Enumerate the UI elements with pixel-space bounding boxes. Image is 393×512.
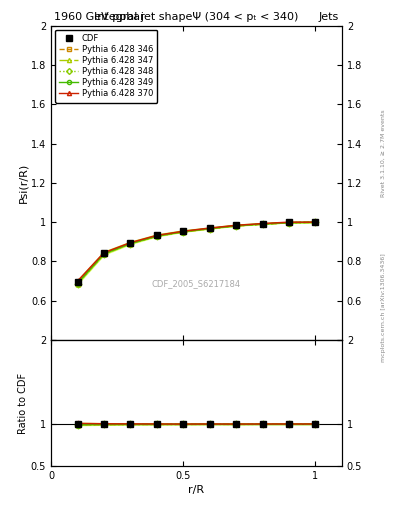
- Text: CDF_2005_S6217184: CDF_2005_S6217184: [152, 279, 241, 288]
- Legend: CDF, Pythia 6.428 346, Pythia 6.428 347, Pythia 6.428 348, Pythia 6.428 349, Pyt: CDF, Pythia 6.428 346, Pythia 6.428 347,…: [55, 30, 158, 102]
- X-axis label: r/R: r/R: [188, 485, 205, 495]
- Text: Rivet 3.1.10, ≥ 2.7M events: Rivet 3.1.10, ≥ 2.7M events: [381, 110, 386, 198]
- Text: Jets: Jets: [319, 12, 339, 23]
- Text: mcplots.cern.ch [arXiv:1306.3436]: mcplots.cern.ch [arXiv:1306.3436]: [381, 253, 386, 361]
- Y-axis label: Psi(r/R): Psi(r/R): [18, 163, 28, 203]
- Y-axis label: Ratio to CDF: Ratio to CDF: [18, 372, 28, 434]
- Text: 1960 GeV ppbar: 1960 GeV ppbar: [54, 12, 145, 23]
- Title: Integral jet shapeΨ (304 < pₜ < 340): Integral jet shapeΨ (304 < pₜ < 340): [94, 12, 299, 22]
